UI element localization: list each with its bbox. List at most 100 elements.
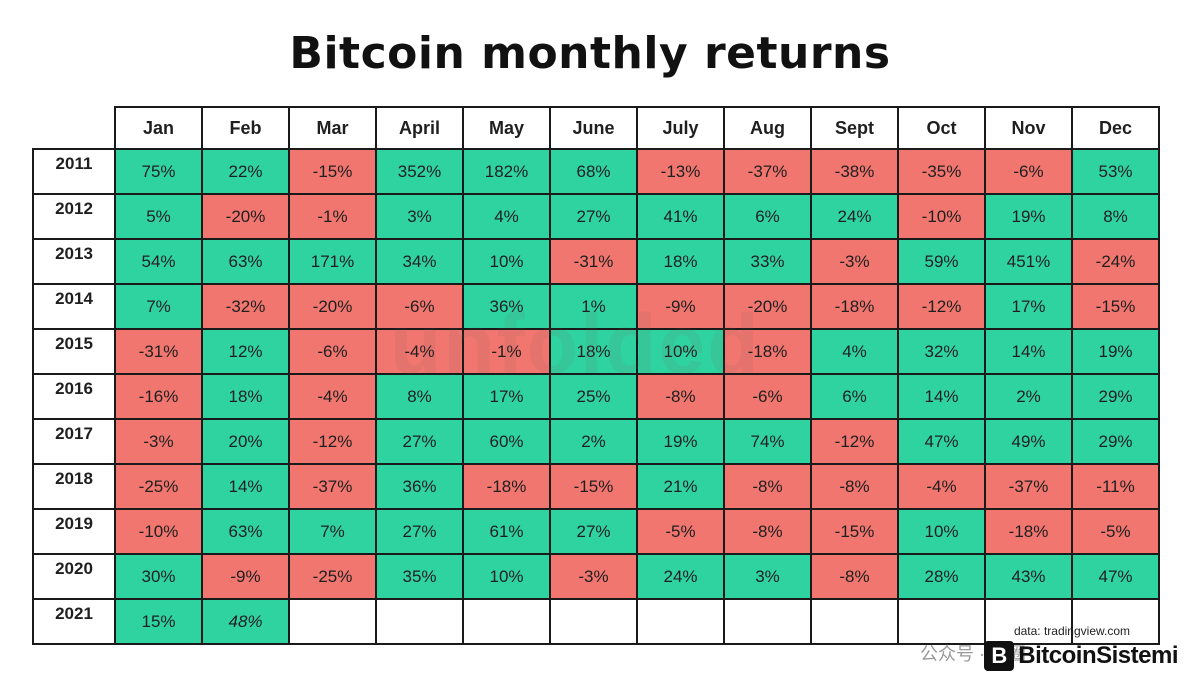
return-cell: 5% xyxy=(114,193,203,240)
year-label: 2015 xyxy=(32,328,116,375)
return-cell: 7% xyxy=(288,508,377,555)
return-cell: 171% xyxy=(288,238,377,285)
return-cell: -5% xyxy=(1071,508,1160,555)
return-cell: -8% xyxy=(723,463,812,510)
year-row: 2014 7% -32% -20% -6% 36% 1% -9% -20% -18% -12% 17%… xyxy=(32,283,1160,330)
chart-title: Bitcoin monthly returns xyxy=(289,28,891,79)
year-row: 2016 -16% 18% -4% 8% 17% 25% -8% -6% 6% 14% 2% 29% xyxy=(32,373,1160,420)
return-cell: 20% xyxy=(201,418,290,465)
return-cell: 41% xyxy=(636,193,725,240)
year-row: 2013 54% 63% 171% 34% 10% -31% 18% 33% -3% 59% 451%… xyxy=(32,238,1160,285)
return-cell: 36% xyxy=(462,283,551,330)
empty-cell xyxy=(984,598,1073,645)
return-cell: -13% xyxy=(636,148,725,195)
return-cell: -4% xyxy=(288,373,377,420)
return-cell: -32% xyxy=(201,283,290,330)
empty-cell xyxy=(1071,598,1160,645)
return-cell: 18% xyxy=(201,373,290,420)
return-cell: 68% xyxy=(549,148,638,195)
month-header: Aug xyxy=(723,106,812,150)
return-cell: -20% xyxy=(288,283,377,330)
empty-cell xyxy=(723,598,812,645)
return-cell: -24% xyxy=(1071,238,1160,285)
return-cell: -8% xyxy=(810,463,899,510)
return-cell: 12% xyxy=(201,328,290,375)
return-cell: 19% xyxy=(1071,328,1160,375)
empty-cell xyxy=(549,598,638,645)
return-cell: -12% xyxy=(288,418,377,465)
return-cell: 49% xyxy=(984,418,1073,465)
return-cell: 451% xyxy=(984,238,1073,285)
return-cell: -3% xyxy=(549,553,638,600)
return-cell: -10% xyxy=(114,508,203,555)
month-header: July xyxy=(636,106,725,150)
return-cell: 48% xyxy=(201,598,290,645)
return-cell: -4% xyxy=(897,463,986,510)
return-cell: 352% xyxy=(375,148,464,195)
year-row: 2018 -25% 14% -37% 36% -18% -15% 21% -8% -8% -4% -3… xyxy=(32,463,1160,510)
month-header: Oct xyxy=(897,106,986,150)
return-cell: -15% xyxy=(1071,283,1160,330)
return-cell: 2% xyxy=(984,373,1073,420)
return-cell: 3% xyxy=(375,193,464,240)
return-cell: 32% xyxy=(897,328,986,375)
month-header: Feb xyxy=(201,106,290,150)
return-cell: 17% xyxy=(984,283,1073,330)
return-cell: 15% xyxy=(114,598,203,645)
year-label: 2018 xyxy=(32,463,116,510)
year-label: 2019 xyxy=(32,508,116,555)
return-cell: -18% xyxy=(810,283,899,330)
return-cell: 2% xyxy=(549,418,638,465)
return-cell: 60% xyxy=(462,418,551,465)
return-cell: 25% xyxy=(549,373,638,420)
return-cell: -8% xyxy=(723,508,812,555)
return-cell: 28% xyxy=(897,553,986,600)
empty-cell xyxy=(897,598,986,645)
brand-name: BitcoinSistemi xyxy=(1018,642,1178,669)
empty-cell xyxy=(288,598,377,645)
year-label: 2017 xyxy=(32,418,116,465)
empty-cell xyxy=(375,598,464,645)
return-cell: -31% xyxy=(549,238,638,285)
return-cell: 74% xyxy=(723,418,812,465)
return-cell: 24% xyxy=(636,553,725,600)
return-cell: -12% xyxy=(897,283,986,330)
return-cell: -4% xyxy=(375,328,464,375)
month-header: Jan xyxy=(114,106,203,150)
return-cell: 30% xyxy=(114,553,203,600)
return-cell: -10% xyxy=(897,193,986,240)
return-cell: 24% xyxy=(810,193,899,240)
corner-cell xyxy=(33,107,115,149)
return-cell: -18% xyxy=(723,328,812,375)
return-cell: 75% xyxy=(114,148,203,195)
return-cell: 19% xyxy=(636,418,725,465)
return-cell: 182% xyxy=(462,148,551,195)
return-cell: 22% xyxy=(201,148,290,195)
return-cell: 14% xyxy=(984,328,1073,375)
return-cell: -37% xyxy=(288,463,377,510)
return-cell: 19% xyxy=(984,193,1073,240)
return-cell: 10% xyxy=(462,238,551,285)
return-cell: -20% xyxy=(723,283,812,330)
return-cell: 53% xyxy=(1071,148,1160,195)
source-note: data: tradingview.com xyxy=(1013,624,1130,638)
month-header: Sept xyxy=(810,106,899,150)
return-cell: 47% xyxy=(1071,553,1160,600)
return-cell: 27% xyxy=(549,508,638,555)
return-cell: -3% xyxy=(114,418,203,465)
return-cell: 33% xyxy=(723,238,812,285)
return-cell: -18% xyxy=(984,508,1073,555)
year-label: 2020 xyxy=(32,553,116,600)
return-cell: -18% xyxy=(462,463,551,510)
return-cell: 8% xyxy=(375,373,464,420)
return-cell: 17% xyxy=(462,373,551,420)
return-cell: -6% xyxy=(288,328,377,375)
return-cell: 36% xyxy=(375,463,464,510)
return-cell: -31% xyxy=(114,328,203,375)
month-header: Nov xyxy=(984,106,1073,150)
return-cell: -8% xyxy=(636,373,725,420)
return-cell: 63% xyxy=(201,508,290,555)
return-cell: -9% xyxy=(636,283,725,330)
year-row: 2017 -3% 20% -12% 27% 60% 2% 19% 74% -12% 47% 49% 29… xyxy=(32,418,1160,465)
month-header: Dec xyxy=(1071,106,1160,150)
